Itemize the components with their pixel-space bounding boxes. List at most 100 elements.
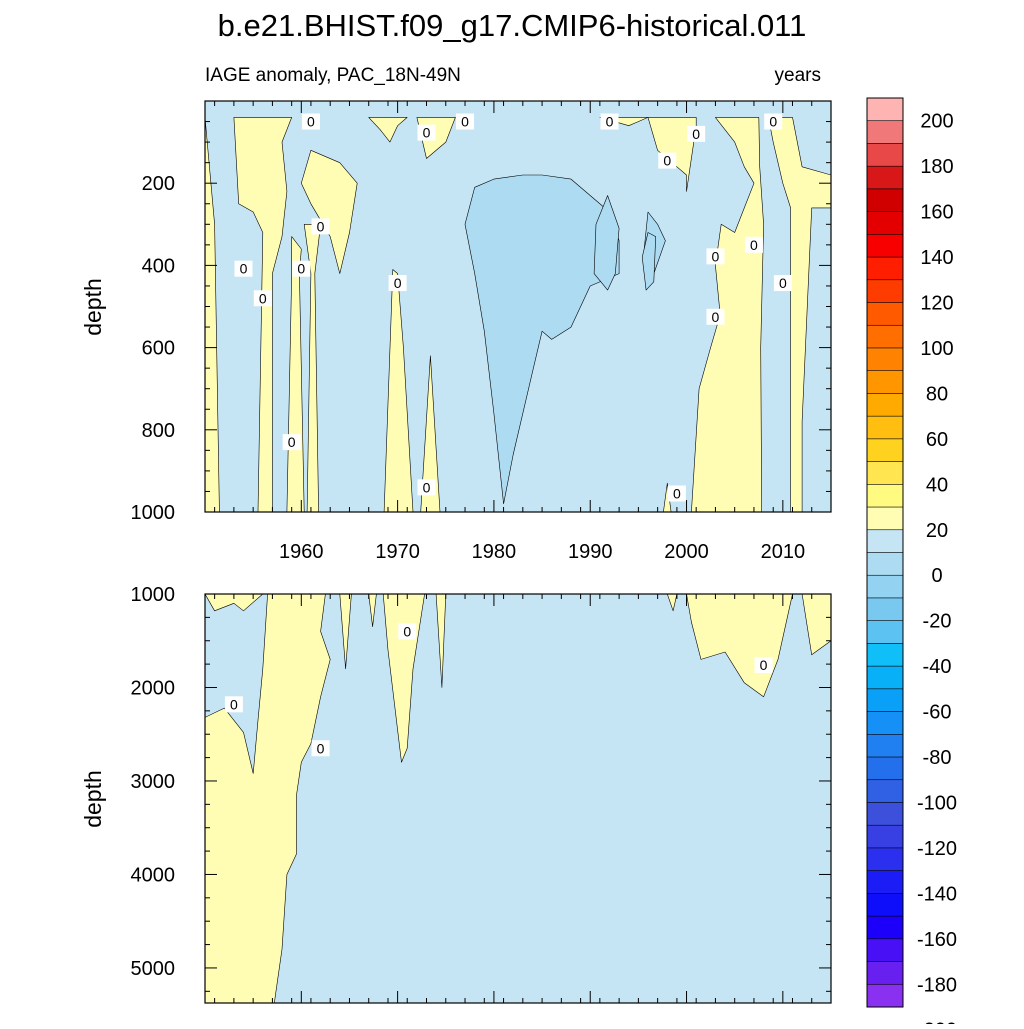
contour-label: 0 xyxy=(423,125,431,141)
colorbar-swatch xyxy=(866,97,904,122)
colorbar-swatch xyxy=(866,302,904,326)
x-tick-label: 2010 xyxy=(761,541,806,563)
colorbar-swatch xyxy=(866,415,904,440)
positive-anomaly-region xyxy=(420,355,441,512)
contour-label: 0 xyxy=(750,237,758,253)
colorbar-swatch xyxy=(866,370,904,394)
colorbar-swatch xyxy=(866,893,904,917)
contour-label: 0 xyxy=(317,740,325,756)
contour-label: 0 xyxy=(403,623,411,639)
colorbar-swatch xyxy=(866,393,904,417)
positive-anomaly-region xyxy=(205,594,331,1003)
colorbar-swatch xyxy=(866,938,904,963)
contour-label-bg xyxy=(234,260,253,277)
colorbar-swatch xyxy=(866,620,904,644)
contour-label-bg xyxy=(224,696,243,713)
contour-label-bg xyxy=(311,218,330,235)
colorbar-swatch xyxy=(866,688,904,713)
y-tick-label: 1000 xyxy=(131,584,176,606)
contour-label-bg xyxy=(706,308,725,325)
contour-label: 0 xyxy=(317,218,325,234)
colorbar-swatch xyxy=(866,983,904,1008)
contour-label: 0 xyxy=(769,114,777,130)
contour-label-bg xyxy=(311,740,330,757)
colorbar-label: 20 xyxy=(926,520,948,542)
contour-label: 0 xyxy=(461,114,469,130)
contour-label: 0 xyxy=(240,261,248,277)
contour-label: 0 xyxy=(673,486,681,502)
colorbar-swatch xyxy=(866,188,904,213)
positive-anomaly-region xyxy=(768,117,831,512)
contour-label: 0 xyxy=(606,114,614,130)
x-tick-label: 1970 xyxy=(375,541,420,563)
colorbar-label: -20 xyxy=(923,611,952,633)
positive-anomaly-region xyxy=(666,594,678,612)
colorbar-swatch xyxy=(866,756,904,781)
colorbar-swatch xyxy=(866,143,904,167)
positive-anomaly-region xyxy=(383,269,414,512)
positive-anomaly-region xyxy=(691,117,764,512)
colorbar-label: 40 xyxy=(926,474,948,496)
contour-label-bg xyxy=(706,248,725,265)
colorbar-swatch xyxy=(866,779,904,803)
colorbar-swatch xyxy=(866,256,904,281)
contour-label: 0 xyxy=(760,657,768,673)
neg20-anomaly-region xyxy=(641,232,657,291)
colorbar-swatch xyxy=(866,324,904,349)
colorbar-swatch xyxy=(866,961,904,985)
neg20-anomaly-region xyxy=(464,174,620,505)
colorbar-label: 100 xyxy=(920,338,953,360)
contour-label-bg xyxy=(687,125,706,142)
contour-label: 0 xyxy=(297,261,305,277)
contour-label-bg xyxy=(301,113,320,130)
y-tick-label: 600 xyxy=(142,338,175,360)
y-axis-label-bottom: depth xyxy=(80,770,106,828)
y-tick-label: 3000 xyxy=(131,771,176,793)
colorbar-swatch xyxy=(866,870,904,894)
colorbar-swatch xyxy=(866,824,904,849)
colorbar-label: -40 xyxy=(923,656,952,678)
colorbar-label: 60 xyxy=(926,429,948,451)
colorbar: 200180160140120100806040200-20-40-60-80-… xyxy=(866,97,957,1029)
positive-anomaly-region xyxy=(233,117,293,512)
colorbar-swatch xyxy=(866,438,904,463)
contour-label-bg xyxy=(417,479,436,496)
contour-label: 0 xyxy=(423,479,431,495)
colorbar-label: 140 xyxy=(920,247,953,269)
colorbar-swatch xyxy=(866,733,904,758)
colorbar-swatch xyxy=(866,506,904,531)
contour-label-bg xyxy=(744,236,763,253)
contour-label-bg xyxy=(658,152,677,169)
positive-anomaly-region xyxy=(435,594,447,688)
chart-subtitle-units: years xyxy=(775,65,821,86)
chart-title: b.e21.BHIST.f09_g17.CMIP6-historical.011 xyxy=(218,8,807,43)
positive-anomaly-region xyxy=(339,594,352,670)
contour-label-bg xyxy=(282,434,301,451)
x-tick-label: 2000 xyxy=(664,541,709,563)
colorbar-label: 0 xyxy=(931,565,942,587)
colorbar-swatch xyxy=(866,847,904,872)
contour-label-bg xyxy=(773,275,792,292)
colorbar-label: -60 xyxy=(923,702,952,724)
colorbar-label: -120 xyxy=(917,838,957,860)
colorbar-label: -180 xyxy=(917,974,957,996)
contour-label: 0 xyxy=(394,275,402,291)
colorbar-label: 160 xyxy=(920,202,953,224)
colorbar-swatch xyxy=(866,597,904,622)
colorbar-swatch xyxy=(866,711,904,735)
colorbar-swatch xyxy=(866,574,904,599)
contour-label-bg xyxy=(754,657,773,674)
positive-anomaly-region xyxy=(300,150,358,274)
positive-anomaly-region xyxy=(205,117,220,512)
colorbar-label: -100 xyxy=(917,793,957,815)
neg20-anomaly-region xyxy=(593,195,620,291)
colorbar-swatch xyxy=(866,484,904,508)
colorbar-label: 200 xyxy=(920,111,953,133)
contour-label-bg xyxy=(764,113,783,130)
y-tick-label: 5000 xyxy=(131,958,176,980)
colorbar-swatch xyxy=(866,643,904,667)
colorbar-swatch xyxy=(866,529,904,554)
contour-label-bg xyxy=(600,113,619,130)
